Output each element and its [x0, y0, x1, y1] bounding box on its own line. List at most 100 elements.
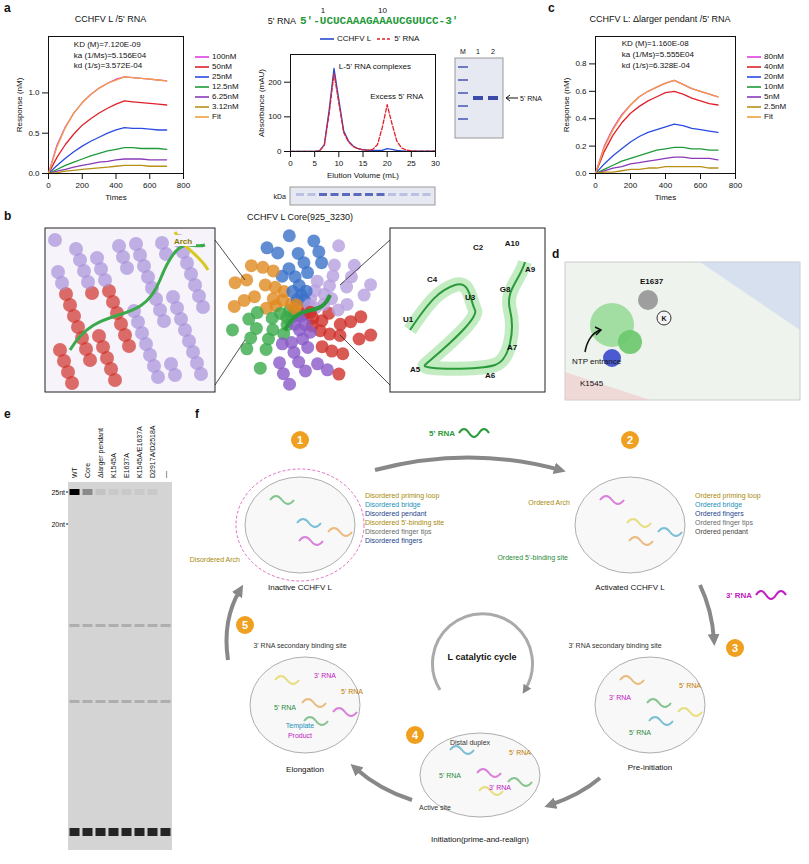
svg-text:Core: Core [84, 463, 91, 478]
svg-text:4: 4 [412, 729, 419, 741]
svg-text:Initiation(prime-and-realign): Initiation(prime-and-realign) [431, 835, 529, 844]
svg-text:5' RNA: 5' RNA [341, 688, 363, 695]
svg-text:200: 200 [76, 181, 90, 190]
svg-text:WT: WT [71, 466, 78, 478]
svg-text:L-5' RNA complexes: L-5' RNA complexes [339, 62, 411, 71]
svg-text:3' RNA: 3' RNA [314, 672, 336, 679]
svg-text:G8: G8 [500, 285, 511, 294]
svg-text:U3: U3 [465, 293, 476, 302]
svg-text:—: — [162, 471, 169, 478]
svg-text:A9: A9 [525, 265, 536, 274]
svg-text:A6: A6 [485, 371, 496, 380]
svg-text:C4: C4 [427, 275, 438, 284]
svg-text:Ordered 5'-binding site: Ordered 5'-binding site [497, 554, 568, 562]
svg-text:Times: Times [655, 193, 676, 202]
svg-text:kd (1/s)=6.328E-04: kd (1/s)=6.328E-04 [622, 61, 691, 70]
svg-text:U1: U1 [403, 315, 414, 324]
svg-text:0.0: 0.0 [575, 169, 587, 178]
svg-text:100: 100 [268, 112, 282, 121]
svg-text:kDa: kDa [274, 193, 287, 200]
svg-text:0.0: 0.0 [28, 169, 40, 178]
svg-text:M: M [460, 48, 466, 55]
svg-text:CCHFV L /5' RNA: CCHFV L /5' RNA [75, 14, 146, 24]
svg-text:200: 200 [268, 78, 282, 87]
svg-text:KD (M)=1.160E-08: KD (M)=1.160E-08 [622, 39, 689, 48]
svg-text:D2917A/D2518A: D2917A/D2518A [149, 425, 156, 478]
svg-text:Elution Volume (mL): Elution Volume (mL) [327, 171, 399, 180]
svg-text:5' RNA: 5' RNA [520, 95, 542, 102]
svg-text:10: 10 [378, 6, 387, 15]
svg-text:Active site: Active site [419, 804, 451, 811]
svg-text:K1545A: K1545A [110, 453, 117, 478]
svg-text:3' RNA secondary binding site: 3' RNA secondary binding site [253, 642, 346, 650]
svg-text:3' RNA secondary binding site: 3' RNA secondary binding site [568, 642, 661, 650]
svg-text:1: 1 [321, 6, 326, 15]
svg-text:5' RNA: 5' RNA [629, 729, 651, 736]
svg-text:3' RNA: 3' RNA [489, 784, 511, 791]
svg-text:Ordered finger tips: Ordered finger tips [695, 519, 753, 527]
svg-text:KD (M)=7.120E-09: KD (M)=7.120E-09 [74, 40, 141, 49]
svg-text:K1545: K1545 [580, 379, 604, 388]
svg-text:L catalytic cycle: L catalytic cycle [448, 652, 517, 662]
svg-text:E1637: E1637 [640, 277, 664, 286]
svg-text:Template: Template [286, 722, 315, 730]
svg-text:0.4: 0.4 [575, 114, 587, 123]
svg-text:Disordered priming loop: Disordered priming loop [365, 492, 439, 500]
svg-text:5' RNA: 5' RNA [429, 429, 455, 438]
svg-text:0.6: 0.6 [575, 87, 587, 96]
svg-text:25: 25 [407, 159, 416, 168]
svg-text:200: 200 [624, 181, 638, 190]
svg-text:400: 400 [109, 181, 123, 190]
svg-text:Times: Times [105, 193, 126, 202]
svg-text:Activated CCHFV L: Activated CCHFV L [595, 583, 665, 592]
svg-text:C2: C2 [473, 243, 484, 252]
svg-text:20nt: 20nt [51, 521, 65, 528]
svg-text:A5: A5 [410, 365, 421, 374]
svg-text:Ordered bridge: Ordered bridge [695, 501, 742, 509]
svg-text:A10: A10 [505, 239, 520, 248]
svg-text:5: 5 [242, 619, 248, 631]
svg-text:Ordered fingers: Ordered fingers [695, 510, 744, 518]
svg-text:25nt: 25nt [51, 489, 65, 496]
svg-text:ka (1/Ms)=5.156E04: ka (1/Ms)=5.156E04 [74, 51, 147, 60]
svg-text:1: 1 [476, 48, 480, 55]
svg-text:Ordered Arch: Ordered Arch [528, 499, 570, 506]
svg-text:Δlarger pendant: Δlarger pendant [97, 428, 105, 478]
svg-text:5' RNA: 5' RNA [679, 682, 701, 689]
svg-text:600: 600 [143, 181, 157, 190]
svg-text:Response (nM): Response (nM) [15, 77, 24, 132]
svg-text:Excess 5' RNA: Excess 5' RNA [370, 92, 424, 101]
svg-text:ka (1/Ms)=5.555E04: ka (1/Ms)=5.555E04 [622, 50, 695, 59]
svg-text:Product: Product [288, 732, 312, 739]
svg-text:f: f [195, 407, 200, 421]
svg-text:0: 0 [277, 147, 282, 156]
svg-text:0.8: 0.8 [575, 59, 587, 68]
svg-text:K: K [661, 315, 666, 322]
svg-text:20: 20 [383, 159, 392, 168]
svg-text:Response (nM): Response (nM) [562, 77, 571, 132]
svg-text:Disordered fingers: Disordered fingers [365, 537, 423, 545]
svg-text:A7: A7 [507, 343, 518, 352]
svg-text:NTP entrance: NTP entrance [572, 357, 622, 366]
svg-text:Arch: Arch [174, 237, 192, 246]
svg-text:e: e [4, 407, 11, 421]
svg-text:Distal duplex: Distal duplex [450, 739, 491, 747]
svg-text:800: 800 [177, 181, 191, 190]
svg-text:2: 2 [627, 434, 633, 446]
svg-text:Elongation: Elongation [286, 765, 324, 774]
svg-text:0.2: 0.2 [575, 142, 587, 151]
svg-text:30: 30 [431, 159, 440, 168]
svg-text:CCHFV L: Δlarger pendant /5' R: CCHFV L: Δlarger pendant /5' RNA [590, 14, 731, 24]
svg-text:800: 800 [729, 181, 743, 190]
svg-text:0.5: 0.5 [28, 129, 40, 138]
svg-text:0: 0 [46, 181, 51, 190]
svg-text:600: 600 [694, 181, 708, 190]
svg-text:Inactive CCHFV L: Inactive CCHFV L [268, 583, 333, 592]
svg-text:5'-UCUCAAAGAAAUCGUUCC-3': 5'-UCUCAAAGAAAUCGUUCC-3' [300, 15, 458, 27]
svg-text:Disordered pendant: Disordered pendant [365, 510, 427, 518]
svg-text:15: 15 [359, 159, 368, 168]
svg-text:Absorbance (mAU): Absorbance (mAU) [257, 69, 266, 137]
svg-text:E1637A: E1637A [123, 453, 130, 478]
svg-text:Pre-initiation: Pre-initiation [628, 763, 672, 772]
svg-text:CCHFV L Core(925_3230): CCHFV L Core(925_3230) [247, 212, 353, 222]
